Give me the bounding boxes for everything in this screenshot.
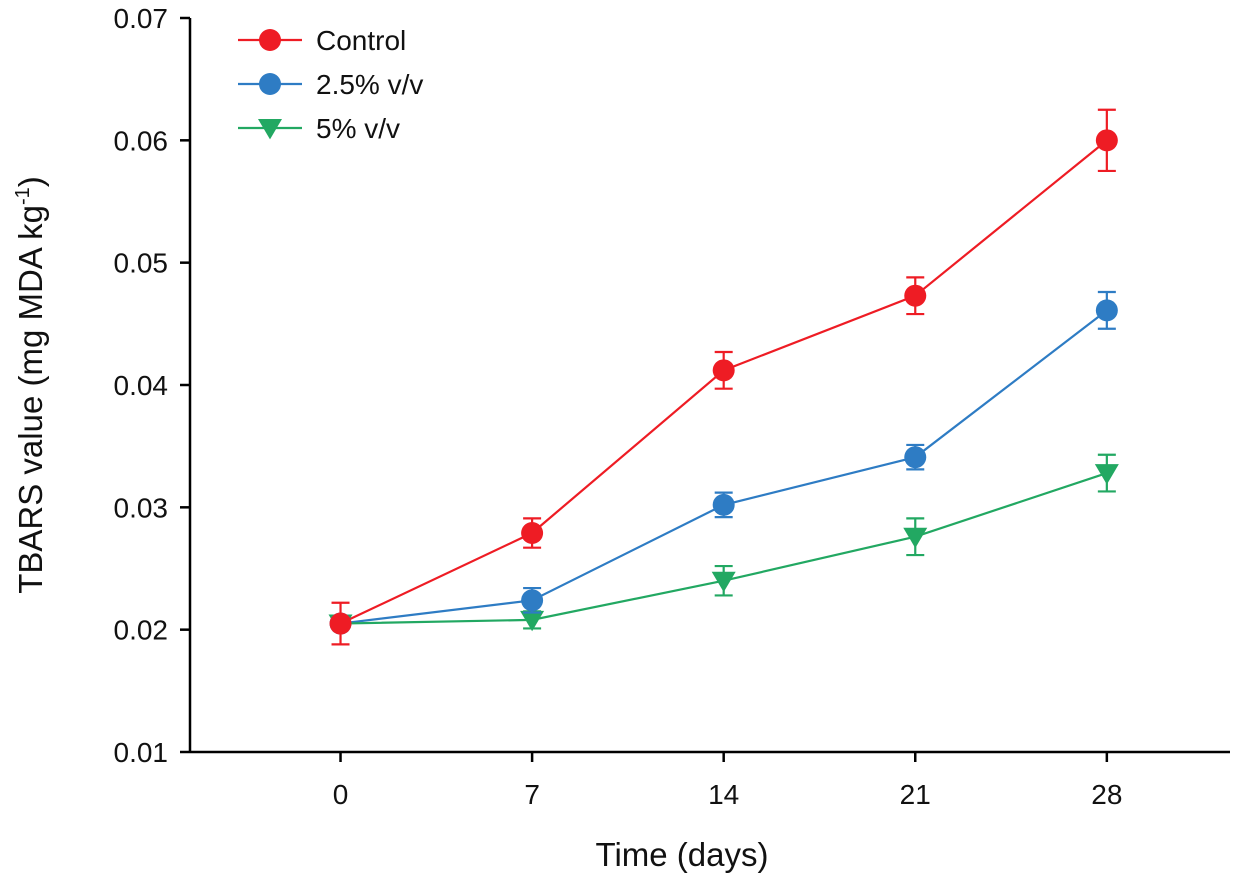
data-point: [1096, 299, 1118, 321]
legend-marker: [258, 119, 282, 139]
y-tick-label: 0.03: [114, 492, 169, 523]
legend-item: 5% v/v: [238, 113, 400, 144]
x-tick-label: 7: [524, 779, 540, 810]
legend-marker: [259, 73, 281, 95]
data-point: [904, 285, 926, 307]
data-point: [330, 613, 352, 635]
data-point: [713, 359, 735, 381]
y-tick-label: 0.07: [114, 3, 169, 34]
data-point: [713, 494, 735, 516]
y-tick-label: 0.02: [114, 615, 169, 646]
x-axis-title: Time (days): [596, 836, 769, 873]
x-tick-label: 14: [708, 779, 739, 810]
data-point: [1095, 464, 1119, 484]
legend: Control 2.5% v/v 5% v/v: [238, 25, 423, 144]
y-tick-label: 0.06: [114, 125, 169, 156]
y-axis-title-end: ): [12, 176, 49, 187]
y-axis-title-superscript: -1: [12, 187, 34, 205]
legend-item: Control: [238, 25, 406, 56]
legend-label: 5% v/v: [316, 113, 400, 144]
data-point: [904, 446, 926, 468]
legend-label: Control: [316, 25, 406, 56]
y-ticks: 0.01 0.02 0.03 0.04 0.05 0.06 0.07: [114, 3, 191, 768]
y-tick-label: 0.01: [114, 737, 169, 768]
legend-marker: [259, 29, 281, 51]
legend-item: 2.5% v/v: [238, 69, 423, 100]
x-tick-label: 28: [1091, 779, 1122, 810]
x-tick-label: 21: [900, 779, 931, 810]
series-2-points: [329, 455, 1119, 635]
data-point: [521, 589, 543, 611]
y-tick-label: 0.05: [114, 248, 169, 279]
data-point: [521, 522, 543, 544]
series-layer: [329, 110, 1119, 645]
data-point: [1096, 129, 1118, 151]
legend-label: 2.5% v/v: [316, 69, 423, 100]
series-0-points: [330, 110, 1118, 645]
x-ticks: 0 7 14 21 28: [333, 752, 1123, 810]
chart-svg: 0.01 0.02 0.03 0.04 0.05 0.06 0.07 0 7 14 21 28 Ti…: [0, 0, 1250, 885]
x-tick-label: 0: [333, 779, 349, 810]
y-axis-title-main: TBARS value (mg MDA kg: [12, 205, 49, 594]
y-axis-title: TBARS value (mg MDA kg-1): [12, 176, 49, 594]
y-tick-label: 0.04: [114, 370, 169, 401]
